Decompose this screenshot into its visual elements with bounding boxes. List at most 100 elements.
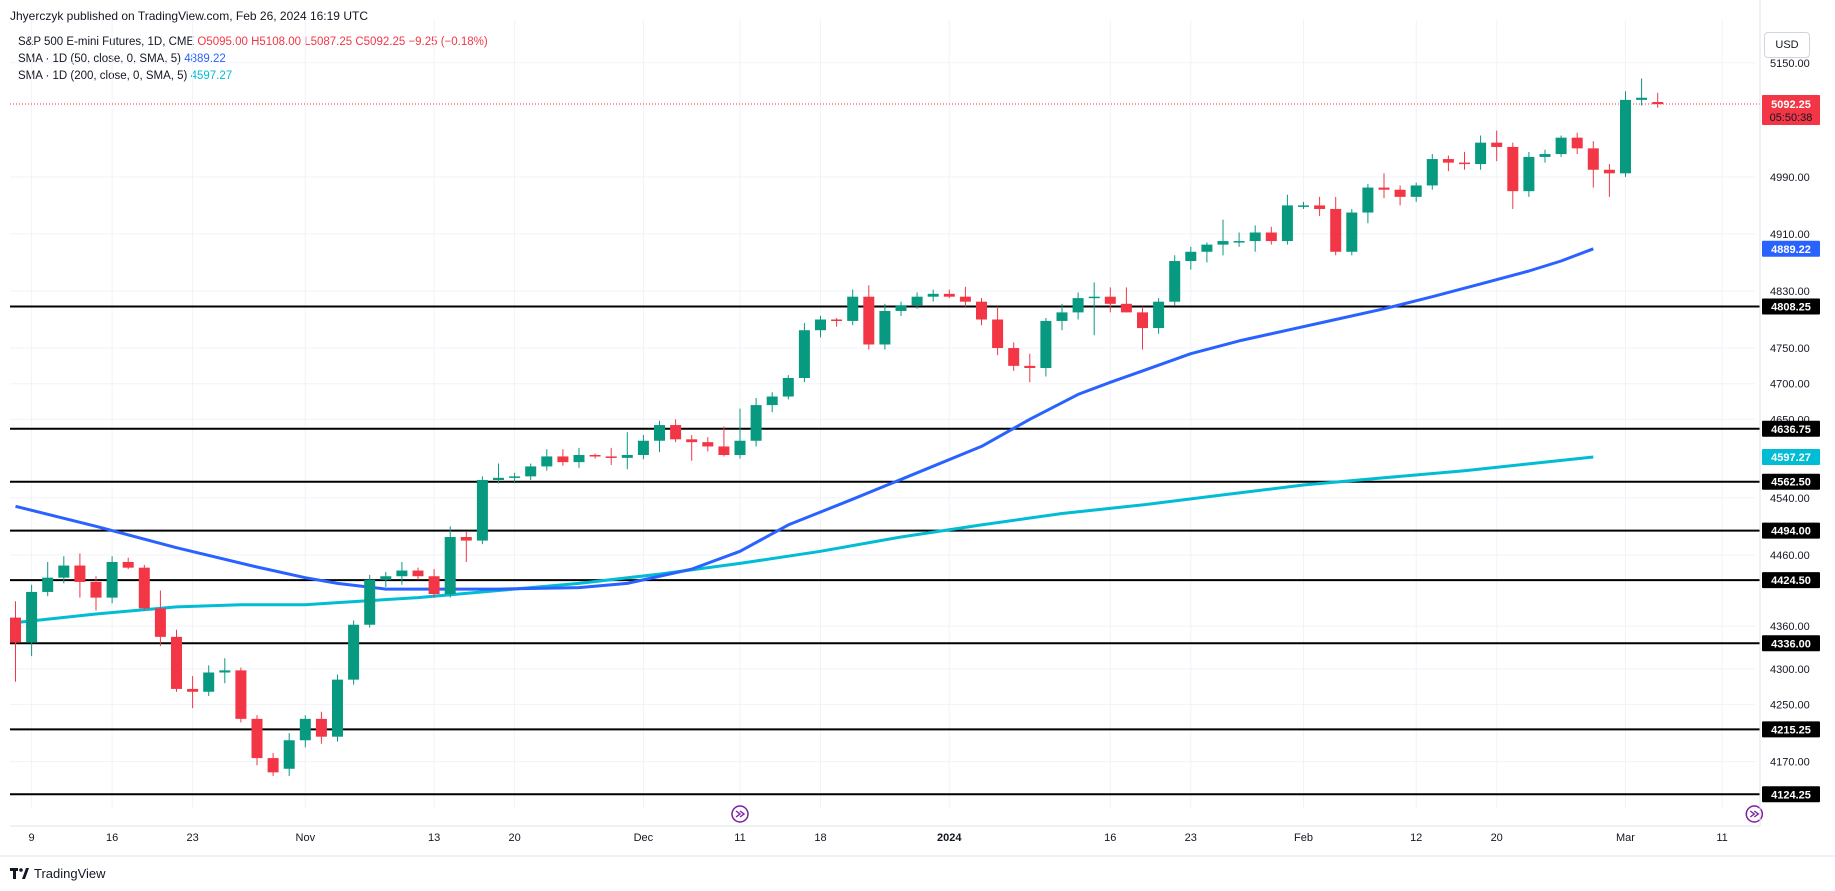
candle-body bbox=[1507, 146, 1519, 192]
candle bbox=[1587, 141, 1599, 188]
candle-body bbox=[943, 293, 955, 297]
publish-line: Jhyerczyk published on TradingView.com, … bbox=[10, 9, 368, 23]
candle-body bbox=[654, 425, 665, 441]
candle-body bbox=[1571, 137, 1583, 149]
candle-body bbox=[573, 455, 585, 463]
candle bbox=[1008, 342, 1020, 371]
candle bbox=[251, 715, 263, 766]
y-tick-label: 4700.00 bbox=[1770, 379, 1810, 391]
candle-body bbox=[702, 442, 714, 447]
tradingview-logo-icon bbox=[10, 867, 29, 879]
x-tick-label: 23 bbox=[186, 832, 198, 844]
candle bbox=[879, 303, 891, 350]
legend-sma200-label: SMA · 1D (200, close, 0, SMA, 5) bbox=[18, 70, 188, 82]
currency-button[interactable]: USD bbox=[1764, 32, 1810, 58]
candle bbox=[1298, 201, 1309, 209]
candle bbox=[927, 289, 939, 302]
candle-body bbox=[1555, 137, 1567, 155]
level-tag-label: 4494.00 bbox=[1771, 526, 1811, 538]
candle bbox=[831, 318, 843, 327]
candle bbox=[1024, 353, 1036, 383]
legend-high: H5108.00 bbox=[251, 36, 301, 48]
candle-body bbox=[460, 537, 472, 541]
candle-body bbox=[444, 537, 456, 595]
candle bbox=[460, 532, 472, 562]
candle-body bbox=[235, 670, 247, 719]
candle bbox=[621, 432, 633, 470]
level-tag bbox=[1762, 298, 1820, 315]
candle bbox=[42, 561, 54, 597]
candle-body bbox=[1008, 348, 1020, 366]
legend-sma50-row[interactable]: SMA · 1D (50, close, 0, SMA, 5) 4889.22 bbox=[18, 51, 488, 68]
candle-body bbox=[203, 672, 215, 692]
candle bbox=[895, 301, 907, 316]
candle bbox=[1442, 155, 1454, 172]
candle bbox=[444, 526, 456, 598]
sma200-series bbox=[15, 455, 1594, 625]
candle-body bbox=[895, 305, 907, 311]
candle bbox=[1571, 132, 1583, 155]
legend-open: O5095.00 bbox=[197, 36, 248, 48]
candle bbox=[1281, 194, 1293, 245]
candle bbox=[1104, 287, 1116, 313]
candle bbox=[1410, 182, 1422, 202]
candle-body bbox=[1072, 298, 1084, 313]
candle bbox=[1603, 164, 1615, 197]
event-marker-arrows bbox=[735, 810, 746, 818]
candle bbox=[1265, 226, 1277, 245]
candle bbox=[702, 437, 714, 452]
candle-body bbox=[171, 636, 182, 689]
candle bbox=[396, 561, 408, 585]
candle-body bbox=[283, 740, 295, 769]
level-tag bbox=[1762, 786, 1820, 803]
candle bbox=[815, 315, 826, 338]
candle bbox=[718, 426, 730, 457]
tradingview-logo[interactable]: TradingView bbox=[10, 866, 106, 881]
level-tag-label: 4424.50 bbox=[1771, 575, 1811, 587]
candle-body bbox=[686, 439, 698, 443]
sma50-series bbox=[15, 247, 1594, 591]
candle bbox=[605, 447, 617, 465]
x-tick-label: 9 bbox=[29, 832, 35, 844]
legend-close: C5092.25 bbox=[355, 36, 406, 48]
candle bbox=[1040, 318, 1052, 377]
candle-body bbox=[509, 476, 521, 478]
candle bbox=[138, 564, 150, 611]
x-tick-label: 23 bbox=[1185, 832, 1197, 844]
candle-body bbox=[1587, 148, 1599, 170]
sma50-tag-label: 4889.22 bbox=[1771, 244, 1811, 256]
tradingview-brand: TradingView bbox=[34, 866, 106, 881]
event-marker-arrows bbox=[1749, 810, 1760, 818]
legend-sma200-row[interactable]: SMA · 1D (200, close, 0, SMA, 5) 4597.27 bbox=[18, 68, 488, 85]
candle bbox=[1233, 232, 1245, 247]
candle-body bbox=[1153, 301, 1165, 329]
candle bbox=[1217, 219, 1229, 256]
candle-body bbox=[58, 565, 70, 578]
candle-body bbox=[1362, 187, 1374, 213]
candle-body bbox=[1120, 303, 1132, 313]
candle bbox=[1056, 303, 1068, 331]
candle-body bbox=[541, 456, 553, 467]
candle-body bbox=[766, 396, 778, 406]
candle bbox=[58, 556, 70, 584]
last-price-label: 5092.25 bbox=[1771, 99, 1811, 111]
candle bbox=[911, 292, 923, 309]
legend-change: −9.25 (−0.18%) bbox=[408, 36, 488, 48]
candle-body bbox=[1410, 185, 1422, 197]
y-tick-label: 4460.00 bbox=[1770, 550, 1810, 562]
candle bbox=[412, 567, 424, 580]
candle-body bbox=[1636, 97, 1648, 100]
candle bbox=[943, 289, 955, 299]
y-tick-label: 4170.00 bbox=[1770, 757, 1810, 769]
candle-body bbox=[782, 377, 794, 397]
legend-symbol-row[interactable]: S&P 500 E-mini Futures, 1D, CME O5095.00… bbox=[18, 34, 488, 51]
candle bbox=[750, 397, 762, 447]
y-tick-label: 4910.00 bbox=[1770, 229, 1810, 241]
candle bbox=[1137, 306, 1148, 350]
candle-body bbox=[1185, 251, 1197, 262]
y-tick-label: 4300.00 bbox=[1770, 664, 1810, 676]
x-tick-label: 16 bbox=[1104, 832, 1116, 844]
candle-body bbox=[1088, 296, 1100, 299]
y-tick-label: 4990.00 bbox=[1770, 172, 1810, 184]
